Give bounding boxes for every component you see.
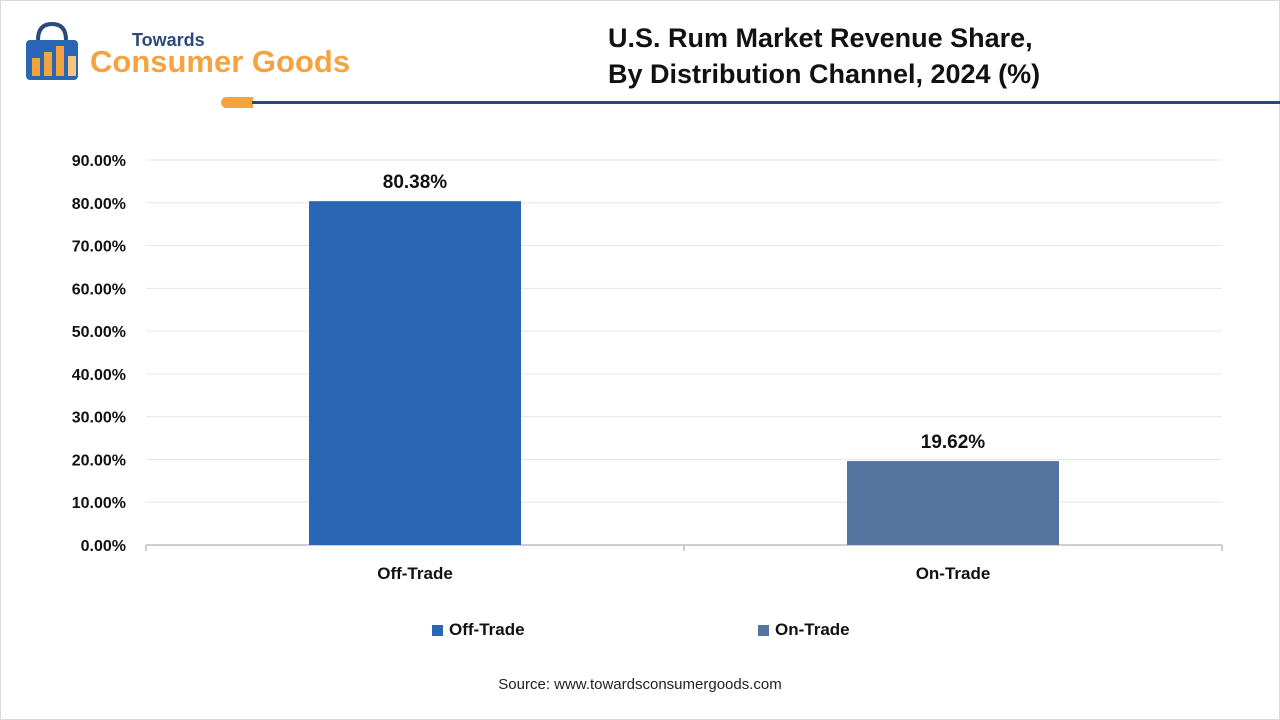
data-label-on-trade: 19.62% [921, 432, 986, 453]
legend-item-off-trade: Off-Trade [432, 620, 525, 640]
legend-label-on-trade: On-Trade [775, 620, 850, 639]
y-tick-label: 40.00% [72, 367, 126, 384]
bar-off-trade [309, 201, 521, 545]
y-tick-label: 30.00% [72, 410, 126, 427]
y-tick-label: 20.00% [72, 452, 126, 469]
legend-swatch-on-trade [758, 624, 769, 636]
title-accent-tag [221, 97, 253, 108]
data-label-off-trade: 80.38% [383, 172, 448, 193]
logo-consumer-goods: Consumer Goods [90, 44, 351, 79]
y-tick-label: 60.00% [72, 281, 126, 298]
x-tick-label-on-trade: On-Trade [916, 564, 991, 583]
logo: Towards Consumer Goods [20, 18, 380, 88]
legend-item-on-trade: On-Trade [758, 620, 850, 640]
x-tick-label-off-trade: Off-Trade [377, 564, 453, 583]
legend: Off-Trade On-Trade [0, 620, 1280, 644]
y-tick-label: 70.00% [72, 239, 126, 256]
chart-title: U.S. Rum Market Revenue Share, By Distri… [608, 20, 1208, 92]
shopping-bag-icon [26, 21, 78, 80]
chart-title-line1: U.S. Rum Market Revenue Share, [608, 23, 1033, 53]
y-tick-label: 10.00% [72, 495, 126, 512]
y-tick-label: 90.00% [72, 153, 126, 170]
chart-title-line2: By Distribution Channel, 2024 (%) [608, 59, 1041, 89]
legend-label-off-trade: Off-Trade [449, 620, 525, 639]
source-note: Source: www.towardsconsumergoods.com [498, 676, 782, 693]
bar-on-trade [847, 461, 1059, 545]
title-underline [252, 101, 1280, 104]
logo-towards: Towards [132, 30, 205, 50]
y-tick-label: 50.00% [72, 324, 126, 341]
legend-swatch-off-trade [432, 624, 443, 636]
y-tick-label: 0.00% [81, 538, 126, 555]
y-tick-label: 80.00% [72, 196, 126, 213]
